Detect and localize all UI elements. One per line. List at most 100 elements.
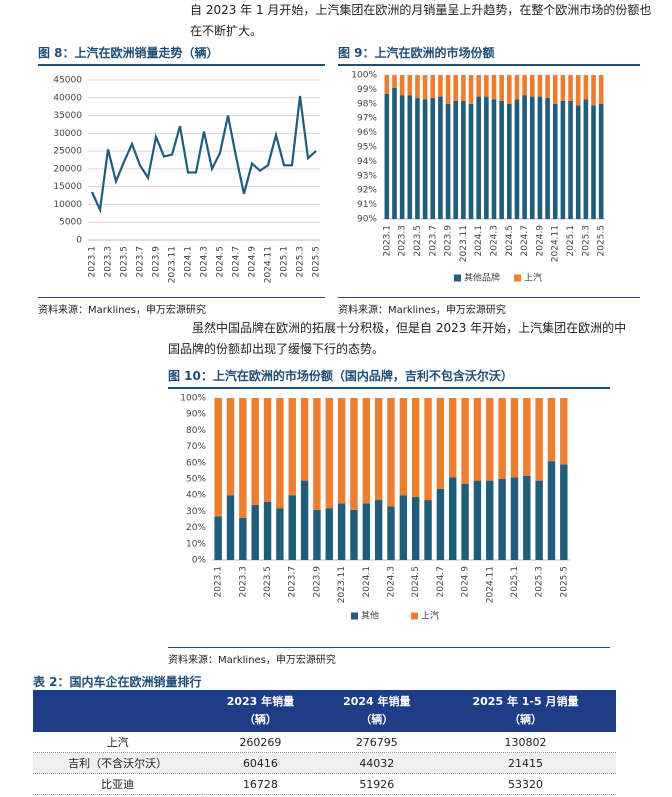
bar	[424, 398, 432, 501]
bar	[288, 495, 296, 560]
x-tick-label: 2023.7	[428, 225, 438, 257]
bar	[251, 398, 259, 505]
y-tick-label: 50%	[186, 475, 206, 485]
bar	[476, 96, 481, 219]
bar	[568, 75, 573, 101]
y-tick-label: 30%	[186, 507, 206, 517]
x-tick-label: 2023.11	[459, 225, 469, 262]
bar	[461, 100, 466, 219]
x-tick-label: 2024.1	[362, 566, 372, 598]
bar	[523, 398, 531, 476]
y-tick-label: 93%	[357, 171, 377, 181]
bar	[422, 75, 428, 100]
bar	[537, 96, 543, 219]
bar	[350, 509, 358, 560]
bar	[438, 75, 443, 97]
bar	[484, 75, 489, 97]
x-tick-label: 2024.1	[184, 246, 194, 278]
x-tick-label: 2023.7	[288, 566, 298, 598]
bar	[251, 504, 259, 560]
x-tick-label: 2023.5	[263, 566, 273, 598]
header-unit: （辆）	[243, 713, 277, 726]
bar	[362, 398, 371, 504]
legend-swatch	[351, 612, 358, 620]
figure-title: 图 10：上汽在欧洲的市场份额（国内品牌，吉利不包含沃尔沃）	[168, 367, 610, 389]
x-tick-label: 2025.3	[581, 225, 591, 257]
y-tick-label: 10000	[53, 200, 82, 210]
x-tick-label: 2025.5	[559, 566, 569, 598]
bar	[598, 103, 604, 219]
y-tick-label: 97%	[357, 114, 377, 124]
table-cell: 21415	[435, 752, 616, 774]
bar	[468, 75, 474, 104]
bar	[453, 100, 459, 219]
bar	[399, 495, 408, 560]
bar	[387, 506, 395, 560]
bar	[214, 516, 222, 560]
bar	[591, 75, 596, 106]
bar	[430, 98, 436, 219]
bar	[522, 95, 527, 219]
table-wrap: 2023 年销量 （辆） 2024 年销量 （辆） 2025 年 1-5 月销量 （辆） 上…	[33, 690, 616, 795]
figure-title: 图 8：上汽在欧洲销量走势（辆）	[38, 44, 325, 66]
bar	[529, 96, 535, 219]
bar	[313, 509, 321, 560]
bar	[263, 398, 272, 502]
y-tick-label: 15000	[53, 182, 82, 192]
y-tick-label: 92%	[357, 186, 377, 196]
y-tick-label: 40%	[186, 491, 206, 501]
bar	[214, 398, 222, 517]
table-cell: 260269	[202, 732, 319, 753]
y-tick-label: 20000	[53, 164, 82, 174]
header-row: 2023 年销量 （辆） 2024 年销量 （辆） 2025 年 1-5 月销量 （辆）	[33, 690, 616, 732]
header-unit: （辆）	[509, 713, 542, 726]
source: 资料来源：Marklines，申万宏源研究	[38, 297, 325, 316]
y-tick-label: 25000	[53, 147, 82, 157]
bar	[499, 100, 504, 219]
bar	[461, 483, 469, 560]
bar	[313, 398, 321, 510]
x-tick-label: 2025.5	[597, 225, 607, 257]
bar	[523, 475, 531, 560]
bar	[491, 99, 497, 219]
x-tick-label: 2024.9	[461, 566, 471, 598]
bar	[552, 103, 558, 219]
legend-label: 上汽	[524, 272, 542, 284]
bar	[374, 398, 383, 501]
x-tick-label: 2023.9	[312, 566, 322, 598]
bar	[424, 500, 432, 560]
table-cell: 51926	[318, 773, 435, 795]
bar	[415, 98, 420, 219]
x-tick-label: 2024.3	[200, 246, 210, 278]
bar	[415, 75, 420, 99]
bar	[535, 480, 543, 560]
legend-swatch	[411, 612, 418, 620]
y-tick-label: 70%	[186, 442, 206, 452]
bar	[239, 398, 247, 518]
bar	[438, 96, 443, 219]
bar	[535, 398, 543, 481]
bar	[522, 75, 527, 96]
y-tick-label: 90%	[186, 410, 206, 420]
bar	[583, 99, 589, 219]
x-tick-label: 2024.7	[436, 566, 446, 598]
x-tick-label: 2024.11	[485, 566, 495, 603]
bar	[575, 105, 581, 219]
header-text: 2023 年销量	[226, 695, 295, 708]
bar	[226, 398, 235, 496]
bar	[510, 398, 519, 478]
y-tick-label: 99%	[357, 85, 377, 95]
x-tick-label: 2025.3	[535, 566, 545, 598]
bar	[430, 75, 436, 99]
bar	[350, 398, 358, 510]
x-tick-label: 2024.11	[264, 246, 274, 283]
bar	[449, 398, 457, 478]
bar	[510, 477, 519, 560]
table-cell: 130802	[435, 732, 616, 753]
bar	[491, 75, 497, 100]
bar	[362, 503, 371, 560]
y-tick-label: 45000	[53, 76, 82, 86]
bar	[392, 75, 397, 88]
table-cell: 比亚迪	[33, 773, 203, 795]
